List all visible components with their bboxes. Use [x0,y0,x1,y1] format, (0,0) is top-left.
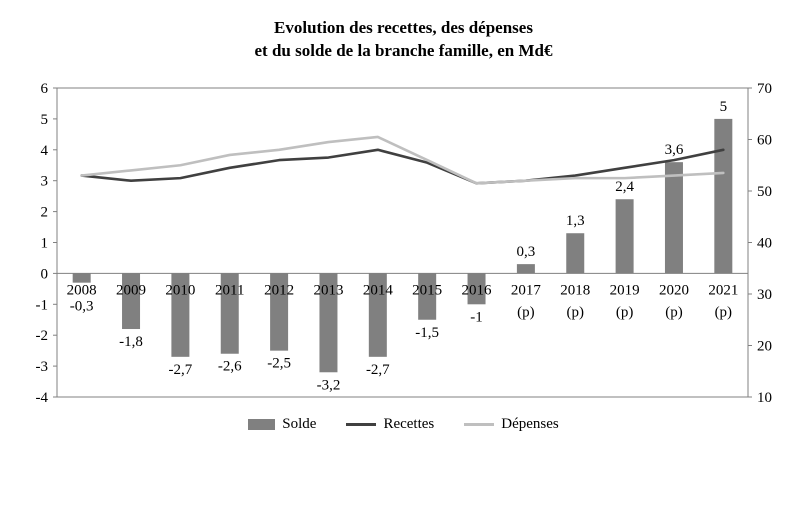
x-axis-category-suffix: (p) [517,304,535,320]
right-axis-label: 70 [757,81,772,97]
right-axis-label: 50 [757,184,772,200]
left-axis-label: -1 [36,297,49,313]
x-axis-category-label: 2020 [659,282,689,298]
plot-border [56,87,749,398]
bar-data-label: 5 [720,99,728,115]
bar-solde-2009 [122,273,141,330]
bar-solde-2008 [72,273,91,283]
legend-item-depenses: Dépenses [464,416,559,433]
left-axis-label: 0 [41,266,49,282]
bar-data-label: -1 [470,309,483,325]
bar-data-label: -2,6 [218,359,242,375]
left-axis-label: -2 [36,328,49,344]
x-axis-category-suffix: (p) [715,304,733,320]
right-axis-label: 40 [757,236,772,252]
x-axis-category-label: 2008 [67,282,97,298]
bar-data-label: -3,2 [317,377,341,393]
bar-solde-2010 [171,273,190,357]
right-axis-label: 60 [757,133,772,149]
bar-data-label: -2,5 [267,356,291,372]
x-axis-category-label: 2015 [412,282,442,298]
bar-solde-2015 [418,273,437,320]
bar-solde-2011 [220,273,239,354]
x-axis-category-label: 2017 [511,282,542,298]
right-axis-label: 10 [757,390,772,406]
bar-solde-2020 [664,162,683,274]
bar-solde-2018 [566,233,585,274]
bar-solde-2019 [615,199,634,274]
bar-data-label: -0,3 [70,298,94,314]
x-axis-category-label: 2014 [363,282,394,298]
bar-solde-2017 [516,264,535,274]
bar-data-label: -2,7 [169,362,193,378]
right-axis-label: 20 [757,339,772,355]
chart-title-line2: et du solde de la branche famille, en Md… [254,41,553,60]
legend-item-solde: Solde [248,416,316,433]
x-axis-category-suffix: (p) [616,304,634,320]
x-axis-category-suffix: (p) [567,304,585,320]
left-axis-label: 5 [41,112,49,128]
left-axis-label: 4 [41,143,49,159]
left-axis-label: -4 [36,390,49,406]
x-axis-category-label: 2019 [610,282,640,298]
left-axis-label: -3 [36,359,49,375]
line-recettes [80,148,725,185]
bar-solde-2013 [319,273,338,373]
bar-data-label: 2,4 [615,179,634,195]
legend-label-recettes: Recettes [383,416,435,432]
left-axis-label: 1 [41,236,49,252]
x-axis-category-label: 2016 [462,282,493,298]
bar-data-label: 3,6 [665,142,684,158]
x-axis-category-label: 2018 [560,282,590,298]
chart-title-line1: Evolution des recettes, des dépenses [274,18,533,37]
recettes-line-swatch-icon [346,423,377,426]
x-axis-category-label: 2010 [165,282,195,298]
legend-item-recettes: Recettes [346,416,434,433]
x-axis-category-label: 2021 [708,282,738,298]
bar-data-label: -2,7 [366,362,390,378]
x-axis-category-label: 2013 [313,282,343,298]
x-axis-category-label: 2012 [264,282,294,298]
x-axis-category-label: 2011 [215,282,244,298]
bar-data-label: -1,8 [119,334,143,350]
legend-label-depenses: Dépenses [501,416,559,432]
bar-data-label: 1,3 [566,213,585,229]
solde-swatch-icon [248,419,276,430]
chart-title: Evolution des recettes, des dépenses et … [0,16,807,62]
chart-legend: Solde Recettes Dépenses [0,416,807,433]
bar-solde-2021 [714,118,733,274]
bar-data-label: -1,5 [415,325,439,341]
bar-solde-2012 [270,273,289,351]
legend-label-solde: Solde [282,416,317,432]
x-axis-category-label: 2009 [116,282,146,298]
bar-data-label: 0,3 [517,244,536,260]
right-axis-label: 30 [757,287,772,303]
left-axis-label: 6 [41,81,49,97]
line-dépenses [80,135,725,185]
left-axis-label: 2 [41,205,49,221]
left-axis-label: 3 [41,174,49,190]
depenses-line-swatch-icon [464,423,495,426]
bar-solde-2016 [467,273,486,305]
x-axis-category-suffix: (p) [665,304,683,320]
bar-solde-2014 [368,273,387,357]
